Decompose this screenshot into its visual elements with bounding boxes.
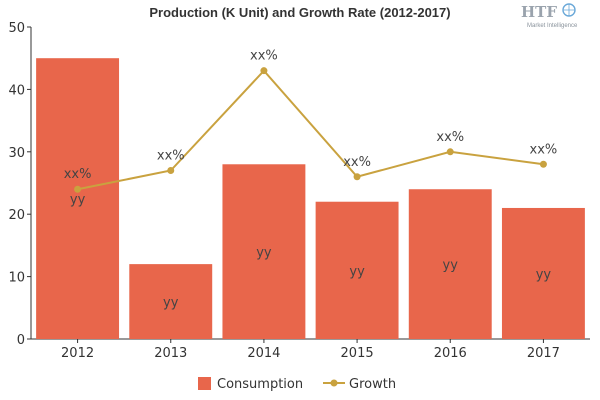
growth-point (260, 67, 268, 75)
consumption-bar (408, 189, 492, 339)
x-tick-label: 2015 (341, 346, 374, 361)
consumption-data-label: yy (443, 258, 459, 273)
y-tick-label: 40 (8, 83, 25, 98)
legend-consumption-swatch (198, 377, 211, 390)
legend-growth-label: Growth (349, 377, 396, 392)
growth-point (539, 160, 547, 168)
growth-data-label: xx% (157, 149, 185, 164)
x-tick-label: 2017 (527, 346, 560, 361)
consumption-data-label: yy (349, 264, 365, 279)
x-tick-label: 2012 (61, 346, 94, 361)
y-tick-label: 30 (8, 146, 25, 161)
legend-consumption-label: Consumption (217, 377, 303, 392)
chart-title: Production (K Unit) and Growth Rate (201… (149, 5, 450, 20)
consumption-data-label: yy (163, 296, 179, 311)
plot-area: 0 10 20 30 40 50 2012 2013 2014 2015 2016 2017 yy yy y… (8, 21, 590, 361)
x-tick-label: 2014 (247, 346, 280, 361)
growth-point (167, 167, 175, 175)
legend: Consumption Growth (198, 377, 396, 392)
consumption-bar (129, 264, 213, 339)
growth-data-label: xx% (250, 49, 278, 64)
y-tick-label: 0 (17, 333, 25, 348)
logo-subtext: Market Intelligence (527, 23, 578, 29)
growth-point (74, 185, 82, 193)
growth-data-label: xx% (436, 130, 464, 145)
growth-line (77, 69, 544, 191)
y-tick-label: 50 (8, 21, 25, 36)
globe-grid-icon (563, 4, 575, 16)
growth-point (353, 173, 361, 181)
consumption-data-label: yy (256, 246, 272, 261)
consumption-data-label: yy (536, 267, 552, 282)
consumption-bar (315, 201, 399, 339)
growth-data-label: xx% (343, 155, 371, 170)
logo-text: HTF (521, 3, 557, 21)
consumption-data-label: yy (70, 193, 86, 208)
growth-data-label: xx% (64, 167, 92, 182)
consumption-bar (222, 164, 306, 339)
y-tick-label: 20 (8, 208, 25, 223)
growth-data-label: xx% (530, 142, 558, 157)
growth-point (446, 148, 454, 156)
x-tick-label: 2016 (434, 346, 467, 361)
legend-growth-marker (330, 379, 338, 387)
consumption-bar (36, 58, 120, 339)
x-tick-label: 2013 (154, 346, 187, 361)
y-tick-label: 10 (8, 271, 25, 286)
watermark-logo: HTF Market Intelligence (521, 3, 578, 29)
consumption-bar (501, 207, 585, 339)
